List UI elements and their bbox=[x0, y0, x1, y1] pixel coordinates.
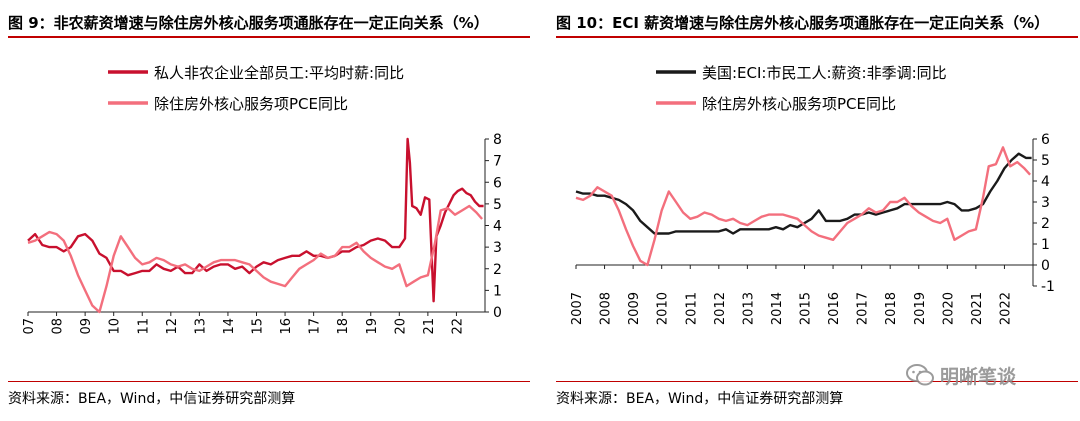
x-tick-label: 2019 bbox=[365, 318, 380, 334]
x-tick-label: 2013 bbox=[741, 292, 756, 325]
y-tick-label: 4 bbox=[493, 219, 502, 235]
series-line-1 bbox=[575, 152, 1032, 235]
y-tick-label: 5 bbox=[493, 197, 502, 213]
y-tick-label: 1 bbox=[493, 283, 502, 299]
x-tick-label: 2015 bbox=[799, 292, 814, 325]
y-tick-label: 5 bbox=[1041, 153, 1050, 169]
y-tick-label: 2 bbox=[493, 262, 502, 278]
x-tick-label: 2010 bbox=[656, 292, 671, 325]
x-tick-label: 2018 bbox=[336, 318, 351, 334]
y-tick-label: 2 bbox=[1041, 216, 1050, 232]
legend-label: 私人非农企业全部员工:平均时薪:同比 bbox=[154, 64, 404, 82]
x-tick-label: 2022 bbox=[450, 318, 465, 334]
x-tick-label: 2014 bbox=[222, 318, 237, 334]
y-tick-label: 0 bbox=[493, 305, 502, 321]
x-tick-label: 2019 bbox=[913, 292, 928, 325]
source-divider bbox=[8, 381, 530, 382]
x-tick-label: 2007 bbox=[22, 318, 37, 334]
x-tick-label: 2012 bbox=[713, 292, 728, 325]
watermark-text: 明晰笔谈 bbox=[940, 365, 1017, 388]
x-tick-label: 2010 bbox=[108, 318, 123, 334]
watermark: 明晰笔谈 bbox=[906, 360, 1016, 390]
figure-title: 图 9：非农薪资增速与除住房外核心服务项通胀存在一定正向关系（%） bbox=[8, 14, 489, 32]
y-tick-label: 8 bbox=[493, 132, 502, 148]
x-tick-label: 2016 bbox=[827, 292, 842, 325]
x-tick-label: 2012 bbox=[165, 318, 180, 334]
y-tick-label: 0 bbox=[1041, 258, 1050, 274]
legend-label: 除住房外核心服务项PCE同比 bbox=[702, 95, 896, 113]
figure-10: 图 10：ECI 薪资增速与除住房外核心服务项通胀存在一定正向关系（%） 美国:… bbox=[556, 0, 1078, 421]
y-tick-label: -1 bbox=[1041, 279, 1055, 295]
x-tick-label: 2018 bbox=[884, 292, 899, 325]
x-tick-label: 2021 bbox=[970, 292, 985, 325]
x-tick-label: 2011 bbox=[136, 318, 151, 334]
figure-title: 图 10：ECI 薪资增速与除住房外核心服务项通胀存在一定正向关系（%） bbox=[556, 14, 1050, 32]
x-tick-label: 2013 bbox=[193, 318, 208, 334]
title-divider bbox=[8, 36, 530, 38]
series-line-1 bbox=[27, 137, 484, 303]
x-tick-label: 2014 bbox=[770, 292, 785, 325]
series-line-2 bbox=[575, 146, 1031, 267]
y-tick-label: 3 bbox=[493, 240, 502, 256]
figure-9: 图 9：非农薪资增速与除住房外核心服务项通胀存在一定正向关系（%） 私人非农企业… bbox=[8, 0, 530, 421]
wechat-icon bbox=[906, 364, 934, 386]
y-tick-label: 7 bbox=[493, 154, 502, 170]
x-tick-label: 2017 bbox=[308, 318, 323, 334]
x-tick-label: 2020 bbox=[941, 292, 956, 325]
y-tick-label: 6 bbox=[1041, 132, 1050, 148]
legend-label: 除住房外核心服务项PCE同比 bbox=[154, 95, 348, 113]
x-tick-label: 2009 bbox=[627, 292, 642, 325]
x-tick-label: 2022 bbox=[998, 292, 1013, 325]
legend-label: 美国:ECI:市民工人:薪资:非季调:同比 bbox=[702, 64, 947, 82]
x-tick-label: 2021 bbox=[422, 318, 437, 334]
source-note: 资料来源：BEA，Wind，中信证券研究部测算 bbox=[556, 391, 844, 407]
x-tick-label: 2017 bbox=[856, 292, 871, 325]
source-divider bbox=[556, 381, 1078, 382]
series-line-2 bbox=[27, 204, 484, 314]
x-tick-label: 2016 bbox=[279, 318, 294, 334]
y-tick-label: 6 bbox=[493, 175, 502, 191]
x-tick-label: 2020 bbox=[393, 318, 408, 334]
x-tick-label: 2011 bbox=[684, 292, 699, 325]
x-tick-label: 2015 bbox=[251, 318, 266, 334]
title-divider bbox=[556, 36, 1078, 38]
y-tick-label: 4 bbox=[1041, 174, 1050, 190]
source-note: 资料来源：BEA，Wind，中信证券研究部测算 bbox=[8, 391, 296, 407]
y-tick-label: 1 bbox=[1041, 237, 1050, 253]
x-tick-label: 2007 bbox=[570, 292, 585, 325]
x-tick-label: 2008 bbox=[51, 318, 66, 334]
x-tick-label: 2009 bbox=[79, 318, 94, 334]
y-tick-label: 3 bbox=[1041, 195, 1050, 211]
x-tick-label: 2008 bbox=[599, 292, 614, 325]
